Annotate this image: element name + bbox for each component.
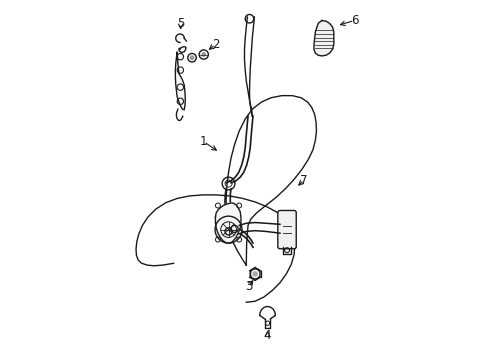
Text: 3: 3: [244, 280, 252, 293]
Text: 5: 5: [177, 17, 184, 30]
Circle shape: [190, 56, 193, 59]
Circle shape: [202, 53, 205, 56]
Text: 6: 6: [350, 14, 357, 27]
FancyBboxPatch shape: [277, 211, 296, 249]
Polygon shape: [175, 53, 185, 110]
Polygon shape: [215, 203, 241, 243]
Text: 1: 1: [200, 135, 207, 148]
Text: 4: 4: [263, 329, 271, 342]
Text: 2: 2: [211, 38, 219, 51]
Polygon shape: [313, 21, 333, 56]
Circle shape: [252, 272, 257, 276]
Text: 7: 7: [300, 174, 307, 186]
